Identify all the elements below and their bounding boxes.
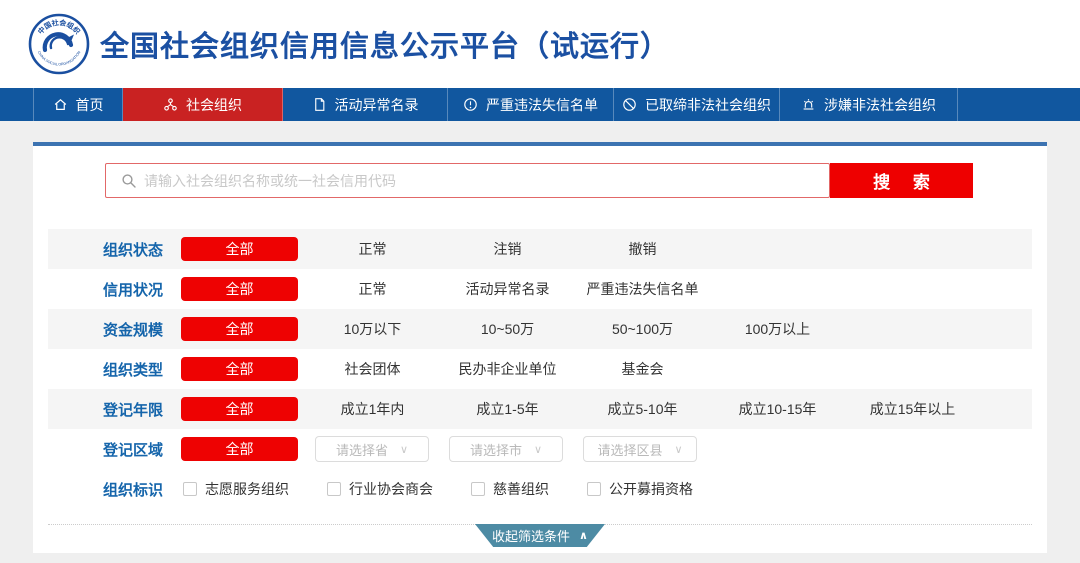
checkbox-label: 行业协会商会 xyxy=(349,481,433,497)
checkbox-option-2[interactable]: 慈善组织 xyxy=(471,479,549,499)
filter-option[interactable]: 成立1-5年 xyxy=(476,401,539,417)
home-icon xyxy=(53,97,68,112)
filter-row-org-type: 组织类型 全部 社会团体 民办非企业单位 基金会 xyxy=(48,349,1032,389)
filter-option[interactable]: 成立5-10年 xyxy=(607,401,678,417)
filter-options: 正常 活动异常名录 严重违法失信名单 xyxy=(305,279,710,299)
content-panel: 搜 索 组织状态全部正常注销撤销信用状况全部正常活动异常名录严重违法失信名单资金… xyxy=(33,142,1047,553)
filter-option[interactable]: 正常 xyxy=(358,281,387,297)
filter-option[interactable]: 民办非企业单位 xyxy=(458,361,557,377)
checkbox-icon[interactable] xyxy=(183,482,197,496)
dropdown-placeholder: 请选择区县 xyxy=(597,442,663,458)
filter-row-org-status: 组织状态 全部 正常 注销 撤销 xyxy=(48,229,1032,269)
nav-tab-label: 首页 xyxy=(75,96,104,113)
filter-reg-region-selected-all-button[interactable]: 全部 xyxy=(181,437,298,461)
chevron-down-icon: ∨ xyxy=(399,443,409,456)
filter-org-status-selected-all-button[interactable]: 全部 xyxy=(181,237,298,261)
collapse-filters-label: 收起筛选条件 xyxy=(492,529,571,544)
filter-option[interactable]: 严重违法失信名单 xyxy=(586,281,699,297)
checkbox-label: 公开募捐资格 xyxy=(609,481,693,497)
filter-option[interactable]: 基金会 xyxy=(621,361,664,377)
filter-option[interactable]: 100万以上 xyxy=(744,321,811,337)
checkbox-icon[interactable] xyxy=(471,482,485,496)
checkbox-option-3[interactable]: 公开募捐资格 xyxy=(587,479,693,499)
search-input[interactable] xyxy=(144,164,824,197)
checkbox-label: 志愿服务组织 xyxy=(205,481,289,497)
search-icon xyxy=(122,174,136,188)
filter-rows: 组织状态 全部 正常 注销 撤销 信用状况 全部 正常 活动异常名录 严重违法失信名单 资金规模 全部… xyxy=(48,229,1032,509)
nav-tab-label: 涉嫌非法社会组织 xyxy=(824,96,936,113)
filter-option[interactable]: 50~100万 xyxy=(611,321,674,337)
filter-reg-years-selected-all-button[interactable]: 全部 xyxy=(181,397,298,421)
dropdown-placeholder: 请选择市 xyxy=(469,442,522,458)
region-dropdown-0[interactable]: 请选择省 ∨ xyxy=(315,436,429,462)
chevron-up-icon: ∧ xyxy=(579,530,588,542)
org-tag-checkboxes: 志愿服务组织 行业协会商会 慈善组织 公开募捐资格 xyxy=(183,479,693,499)
filter-option[interactable]: 成立10-15年 xyxy=(738,401,817,417)
filter-option[interactable]: 成立1年内 xyxy=(340,401,405,417)
org-icon xyxy=(163,97,178,112)
filter-option[interactable]: 撤销 xyxy=(628,241,657,257)
filter-label-fund-scale: 资金规模 xyxy=(103,321,164,339)
nav-tab-dishonest-list[interactable]: 严重违法失信名单 xyxy=(448,88,614,121)
filter-option[interactable]: 10~50万 xyxy=(480,321,535,337)
site-logo-icon: 中国社会组织 CHINA SOCIAL ORGANIZATION xyxy=(28,13,90,75)
search-button[interactable]: 搜 索 xyxy=(830,163,973,198)
search-box xyxy=(105,163,830,198)
filter-label-reg-region: 登记区域 xyxy=(103,441,164,459)
filter-label-org-tags: 组织标识 xyxy=(103,481,164,499)
filter-row-fund-scale: 资金规模 全部 10万以下 10~50万 50~100万 100万以上 xyxy=(48,309,1032,349)
nav-tab-label: 严重违法失信名单 xyxy=(486,96,598,113)
nav-tab-label: 已取缔非法社会组织 xyxy=(645,96,771,113)
page-header: 中国社会组织 CHINA SOCIAL ORGANIZATION 全国社会组织信… xyxy=(0,0,1080,88)
filter-options: 10万以下 10~50万 50~100万 100万以上 xyxy=(305,319,845,339)
filter-options: 正常 注销 撤销 xyxy=(305,239,710,259)
checkbox-icon[interactable] xyxy=(587,482,601,496)
filter-label-credit-status: 信用状况 xyxy=(103,281,164,299)
region-dropdowns: 请选择省 ∨ 请选择市 ∨ 请选择区县 ∨ xyxy=(315,436,697,462)
filter-fund-scale-selected-all-button[interactable]: 全部 xyxy=(181,317,298,341)
region-dropdown-1[interactable]: 请选择市 ∨ xyxy=(449,436,563,462)
filter-label-reg-years: 登记年限 xyxy=(103,401,164,419)
filter-row-reg-region: 登记区域 全部 请选择省 ∨ 请选择市 ∨ 请选择区县 ∨ xyxy=(48,429,1032,469)
filter-option[interactable]: 10万以下 xyxy=(343,321,402,337)
filter-label-org-status: 组织状态 xyxy=(103,241,164,259)
main-nav: 首页 社会组织 活动异常名录 严重违法失信名单 已取缔非法社会组织 涉嫌非法社会组织 xyxy=(0,88,1080,121)
filter-row-credit-status: 信用状况 全部 正常 活动异常名录 严重违法失信名单 xyxy=(48,269,1032,309)
filter-option[interactable]: 社会团体 xyxy=(344,361,401,377)
chevron-down-icon: ∨ xyxy=(533,443,543,456)
region-dropdown-2[interactable]: 请选择区县 ∨ xyxy=(583,436,697,462)
checkbox-icon[interactable] xyxy=(327,482,341,496)
nav-tab-abnormal-list[interactable]: 活动异常名录 xyxy=(283,88,448,121)
filter-row-reg-years: 登记年限 全部 成立1年内 成立1-5年 成立5-10年 成立10-15年 成立15年以上 xyxy=(48,389,1032,429)
document-icon xyxy=(312,97,327,112)
checkbox-option-1[interactable]: 行业协会商会 xyxy=(327,479,433,499)
filter-org-type-selected-all-button[interactable]: 全部 xyxy=(181,357,298,381)
filter-option[interactable]: 活动异常名录 xyxy=(465,281,550,297)
page-title: 全国社会组织信用信息公示平台（试运行） xyxy=(100,31,671,63)
filter-option[interactable]: 成立15年以上 xyxy=(869,401,956,417)
collapse-filters-button[interactable]: 收起筛选条件 ∧ xyxy=(475,524,605,547)
filter-credit-status-selected-all-button[interactable]: 全部 xyxy=(181,277,298,301)
nav-tab-label: 社会组织 xyxy=(186,96,242,113)
warning-icon xyxy=(463,97,478,112)
dropdown-placeholder: 请选择省 xyxy=(335,442,388,458)
ban-icon xyxy=(622,97,637,112)
filter-options: 社会团体 民办非企业单位 基金会 xyxy=(305,359,710,379)
filter-option[interactable]: 注销 xyxy=(493,241,522,257)
nav-tab-social-orgs[interactable]: 社会组织 xyxy=(123,88,283,121)
search-bar: 搜 索 xyxy=(105,163,973,198)
chevron-down-icon: ∨ xyxy=(674,443,683,456)
filter-option[interactable]: 正常 xyxy=(358,241,387,257)
filter-label-org-type: 组织类型 xyxy=(103,361,164,379)
nav-tab-home[interactable]: 首页 xyxy=(33,88,123,121)
nav-tab-banned-orgs[interactable]: 已取缔非法社会组织 xyxy=(614,88,780,121)
checkbox-option-0[interactable]: 志愿服务组织 xyxy=(183,479,289,499)
nav-tab-label: 活动异常名录 xyxy=(334,96,419,113)
nav-tab-suspected-orgs[interactable]: 涉嫌非法社会组织 xyxy=(780,88,958,121)
checkbox-label: 慈善组织 xyxy=(493,481,549,497)
alarm-icon xyxy=(801,97,816,112)
filter-options: 成立1年内 成立1-5年 成立5-10年 成立10-15年 成立15年以上 xyxy=(305,399,980,419)
filter-row-org-tags: 组织标识 志愿服务组织 行业协会商会 慈善组织 公开募捐资格 xyxy=(48,469,1032,509)
